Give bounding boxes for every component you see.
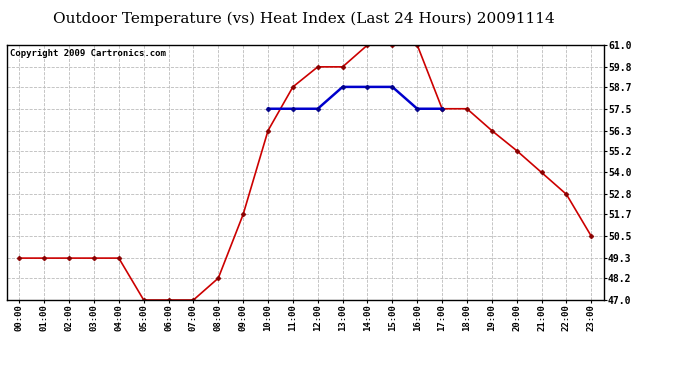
Text: Copyright 2009 Cartronics.com: Copyright 2009 Cartronics.com xyxy=(10,49,166,58)
Text: Outdoor Temperature (vs) Heat Index (Last 24 Hours) 20091114: Outdoor Temperature (vs) Heat Index (Las… xyxy=(52,11,555,26)
